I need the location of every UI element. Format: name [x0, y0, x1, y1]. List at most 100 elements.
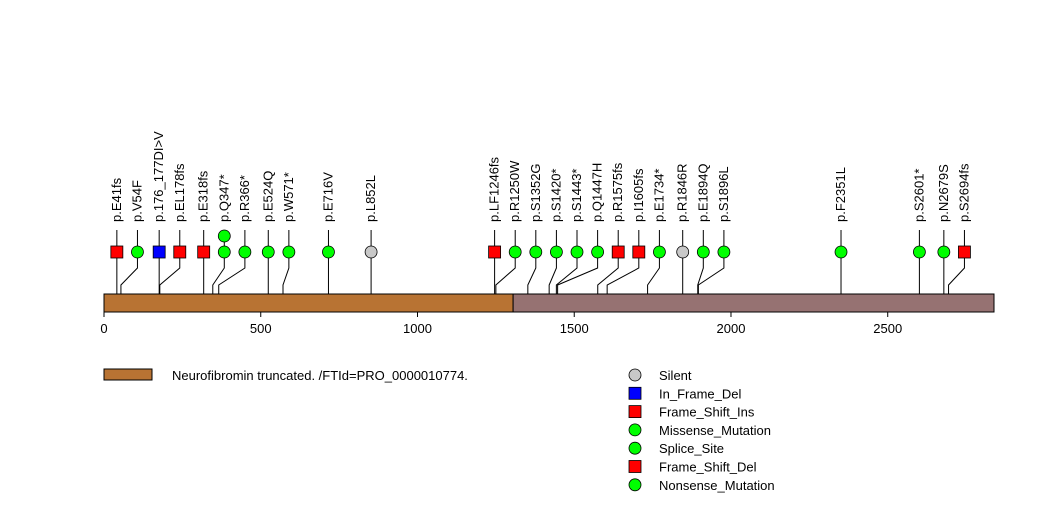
mutation-label: p.R1846R: [675, 163, 690, 222]
mutation-marker: [261, 245, 275, 259]
mutation-labels: p.E41fs p.V54F p.176_177DI>V p.EL178fs p.E31…: [109, 131, 972, 222]
mutation-label: p.E318fs: [196, 170, 211, 222]
mutation-marker: [834, 245, 848, 259]
x-axis: 0 500 1000 1500 2000 2500: [100, 312, 902, 336]
mutation-label: p.R1250W: [507, 160, 522, 222]
mutation-marker: [488, 245, 502, 259]
mutation-stem: [218, 252, 246, 294]
mutation-marker: [173, 245, 187, 259]
mutation-marker: [912, 245, 926, 259]
mutation-label: p.F2351L: [833, 167, 848, 222]
mutation-marker: [152, 245, 166, 259]
legend-domain-swatch: [103, 368, 153, 381]
mutation-label: p.E1734*: [651, 169, 666, 223]
mutation-label: p.R366*: [237, 175, 252, 222]
mutation-stem: [159, 252, 181, 294]
mutation-marker: [570, 245, 584, 259]
mutation-marker: [131, 245, 144, 259]
legend-marker: [628, 423, 642, 437]
legend-label: In_Frame_Del: [659, 386, 741, 401]
mutation-marker: [217, 245, 231, 259]
legend-domain-label: Neurofibromin truncated. /FTId=PRO_00000…: [172, 368, 468, 383]
x-tick-label: 2000: [717, 321, 746, 336]
legend-label: Frame_Shift_Del: [659, 460, 757, 475]
mutation-marker: [322, 245, 335, 259]
mutation-label: p.176_177DI>V: [151, 131, 166, 222]
mutation-label: p.L852L: [363, 175, 378, 222]
mutation-marker: [529, 245, 543, 259]
mutation-label: p.I1605fs: [631, 168, 646, 222]
mutation-stem: [597, 252, 619, 294]
mutation-label: p.EL178fs: [172, 163, 187, 222]
mutation-marker: [937, 245, 951, 259]
legend-label: Silent: [659, 368, 692, 383]
legend-marker: [628, 441, 642, 455]
protein-domains: [103, 293, 995, 313]
mutation-marker: [632, 245, 646, 259]
mutation-label: p.E1894Q: [695, 163, 710, 222]
legend-marker: [628, 386, 642, 400]
legend-label: Missense_Mutation: [659, 423, 771, 438]
mutation-marker: [364, 245, 378, 259]
mutation-label: p.Q1447H: [590, 163, 605, 222]
mutation-marker: [238, 245, 252, 259]
mutation-marker: [653, 245, 666, 259]
mutation-marker: [696, 245, 710, 259]
mutation-stem: [282, 252, 290, 294]
mutation-stem: [495, 252, 516, 294]
domain-bar: [103, 293, 514, 313]
mutation-marker: [217, 229, 231, 243]
x-tick-label: 1000: [403, 321, 432, 336]
x-tick-label: 0: [100, 321, 107, 336]
mutation-stem: [120, 252, 138, 294]
mutation-marker: [611, 245, 625, 259]
mutation-stem: [948, 252, 965, 294]
legend-label: Frame_Shift_Ins: [659, 405, 755, 420]
mutation-label: p.S2601*: [911, 169, 926, 223]
mutation-marker: [197, 245, 211, 259]
mutation-marker: [110, 245, 124, 259]
legend-marker: [628, 368, 642, 382]
x-tick-label: 2500: [873, 321, 902, 336]
mutation-label: p.R1575fs: [610, 162, 625, 222]
x-tick-label: 1500: [560, 321, 589, 336]
mutation-marker: [676, 245, 690, 259]
mutation-stem: [606, 252, 640, 294]
mutation-label: p.LF1246fs: [487, 156, 502, 222]
mutation-marker: [717, 245, 731, 259]
legend-label: Nonsense_Mutation: [659, 478, 775, 493]
legend-marker: [628, 478, 642, 492]
mutation-label: p.S1896L: [716, 166, 731, 222]
mutation-marker: [550, 245, 563, 259]
mutation-marker: [591, 245, 605, 259]
mutation-label: p.E41fs: [109, 177, 124, 222]
legend: Neurofibromin truncated. /FTId=PRO_00000…: [103, 368, 775, 493]
mutation-label: p.S1443*: [569, 169, 584, 223]
mutation-label: p.Q347*: [216, 174, 231, 222]
mutation-marker: [958, 245, 971, 259]
domain-bar: [512, 293, 995, 313]
mutation-stem: [527, 252, 537, 294]
mutation-marker: [282, 245, 296, 259]
mutation-stem: [647, 252, 660, 294]
legend-marker: [628, 460, 642, 473]
mutation-label: p.E524Q: [260, 171, 275, 222]
mutation-label: p.S1420*: [548, 169, 563, 223]
mutation-stem: [548, 252, 557, 294]
mutation-label: p.S1352G: [528, 163, 543, 222]
legend-marker: [628, 405, 642, 419]
mutation-stem: [557, 252, 599, 294]
legend-label: Splice_Site: [659, 441, 724, 456]
mutation-stem: [697, 252, 704, 294]
mutation-label: p.S2694fs: [956, 163, 971, 222]
mutation-stems: [116, 230, 965, 294]
mutation-marker: [508, 245, 522, 259]
mutation-markers: [110, 229, 971, 259]
x-tick-label: 500: [250, 321, 272, 336]
mutation-label: p.N2679S: [936, 164, 951, 222]
mutation-label: p.E716V: [320, 172, 335, 222]
mutation-label: p.W571*: [281, 172, 296, 222]
mutation-label: p.V54F: [129, 180, 144, 222]
mutation-stem: [697, 252, 725, 294]
